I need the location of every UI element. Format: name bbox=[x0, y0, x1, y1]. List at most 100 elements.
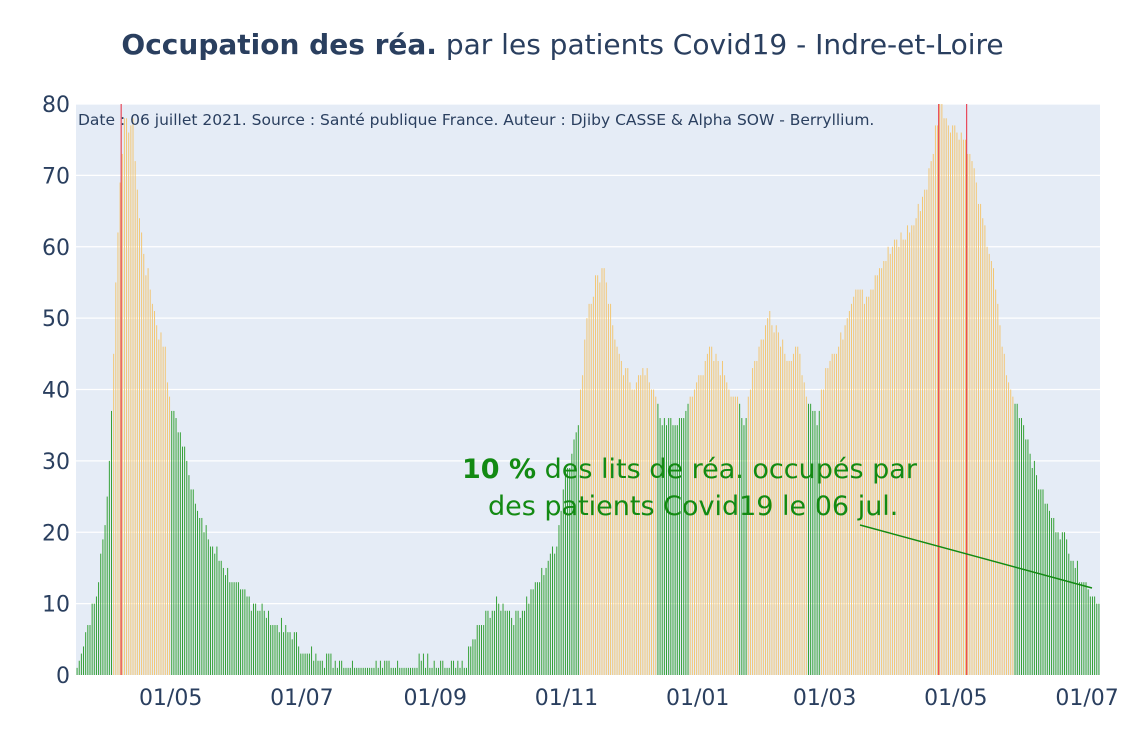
bar bbox=[1003, 353, 1005, 675]
bar bbox=[289, 632, 291, 675]
bar bbox=[80, 653, 82, 675]
bar bbox=[227, 567, 229, 675]
bar bbox=[547, 560, 549, 675]
bar bbox=[274, 625, 276, 675]
bar bbox=[797, 346, 799, 675]
annotation-value: 10 bbox=[462, 454, 500, 485]
bar bbox=[808, 403, 809, 675]
bar bbox=[853, 296, 855, 675]
bar bbox=[1012, 396, 1014, 675]
bar bbox=[635, 382, 637, 675]
bar bbox=[87, 625, 89, 675]
bar bbox=[932, 153, 934, 675]
bar bbox=[287, 632, 289, 675]
bar bbox=[323, 667, 325, 675]
bar bbox=[967, 153, 969, 675]
bar bbox=[1064, 532, 1065, 675]
bar bbox=[760, 339, 762, 675]
bar bbox=[450, 660, 452, 675]
bar bbox=[900, 232, 902, 675]
bar bbox=[1074, 567, 1076, 675]
bar bbox=[982, 218, 984, 675]
bar bbox=[390, 667, 392, 675]
bar bbox=[990, 261, 992, 675]
bar bbox=[412, 667, 414, 675]
bar bbox=[1096, 603, 1098, 675]
bar bbox=[993, 268, 994, 675]
bar bbox=[339, 660, 341, 675]
bar bbox=[397, 660, 399, 675]
bar bbox=[857, 289, 859, 675]
bar bbox=[194, 503, 196, 675]
bar bbox=[648, 382, 650, 675]
bar bbox=[590, 303, 592, 675]
bar bbox=[330, 653, 332, 675]
y-tick-label: 0 bbox=[56, 664, 70, 689]
bar bbox=[319, 660, 321, 675]
bar bbox=[558, 525, 560, 675]
bar bbox=[121, 153, 123, 675]
bar bbox=[915, 218, 917, 675]
bar bbox=[106, 496, 108, 675]
bar bbox=[588, 303, 590, 675]
bar bbox=[214, 553, 216, 675]
x-tick-label: 01/09 bbox=[404, 686, 467, 711]
bar bbox=[971, 161, 973, 676]
bar bbox=[556, 546, 558, 675]
bar bbox=[1040, 489, 1042, 675]
bar bbox=[577, 425, 579, 675]
bar bbox=[420, 660, 422, 675]
bar bbox=[483, 625, 485, 675]
bar bbox=[726, 382, 728, 675]
bar bbox=[1059, 539, 1061, 675]
bar bbox=[803, 382, 805, 675]
bar bbox=[513, 625, 515, 675]
bar bbox=[192, 489, 194, 675]
bar bbox=[149, 289, 151, 675]
bar bbox=[332, 667, 334, 675]
bar bbox=[283, 632, 285, 675]
bar bbox=[995, 289, 997, 675]
bar bbox=[676, 425, 678, 675]
bar bbox=[386, 660, 388, 675]
bar bbox=[489, 617, 491, 675]
bar bbox=[1076, 560, 1078, 675]
bar bbox=[141, 232, 143, 675]
bar bbox=[685, 410, 687, 675]
bar bbox=[248, 596, 250, 675]
bar bbox=[575, 432, 577, 675]
bar bbox=[225, 575, 226, 675]
bar bbox=[134, 161, 136, 676]
bar bbox=[285, 625, 287, 675]
bar bbox=[175, 418, 177, 675]
bar bbox=[399, 667, 401, 675]
bar bbox=[506, 610, 508, 675]
bar bbox=[597, 275, 599, 675]
bar bbox=[752, 368, 754, 675]
bar bbox=[147, 268, 149, 675]
bar bbox=[113, 353, 115, 675]
bar bbox=[298, 646, 300, 675]
bar bbox=[235, 582, 237, 675]
bar bbox=[838, 346, 840, 675]
bar bbox=[457, 660, 459, 675]
bar bbox=[696, 382, 698, 675]
bar bbox=[448, 667, 450, 675]
bar bbox=[446, 667, 448, 675]
bar bbox=[702, 375, 704, 675]
bar bbox=[711, 346, 713, 675]
bar bbox=[416, 667, 418, 675]
bar bbox=[999, 325, 1001, 675]
bar bbox=[747, 396, 749, 675]
bar bbox=[756, 360, 758, 675]
bar bbox=[861, 289, 863, 675]
bar bbox=[767, 318, 769, 675]
bar bbox=[625, 368, 627, 675]
bar bbox=[534, 582, 536, 675]
bar bbox=[313, 660, 315, 675]
bar bbox=[528, 603, 530, 675]
bar bbox=[887, 246, 889, 675]
bar bbox=[151, 303, 153, 675]
bar bbox=[732, 396, 734, 675]
bar bbox=[293, 632, 295, 675]
